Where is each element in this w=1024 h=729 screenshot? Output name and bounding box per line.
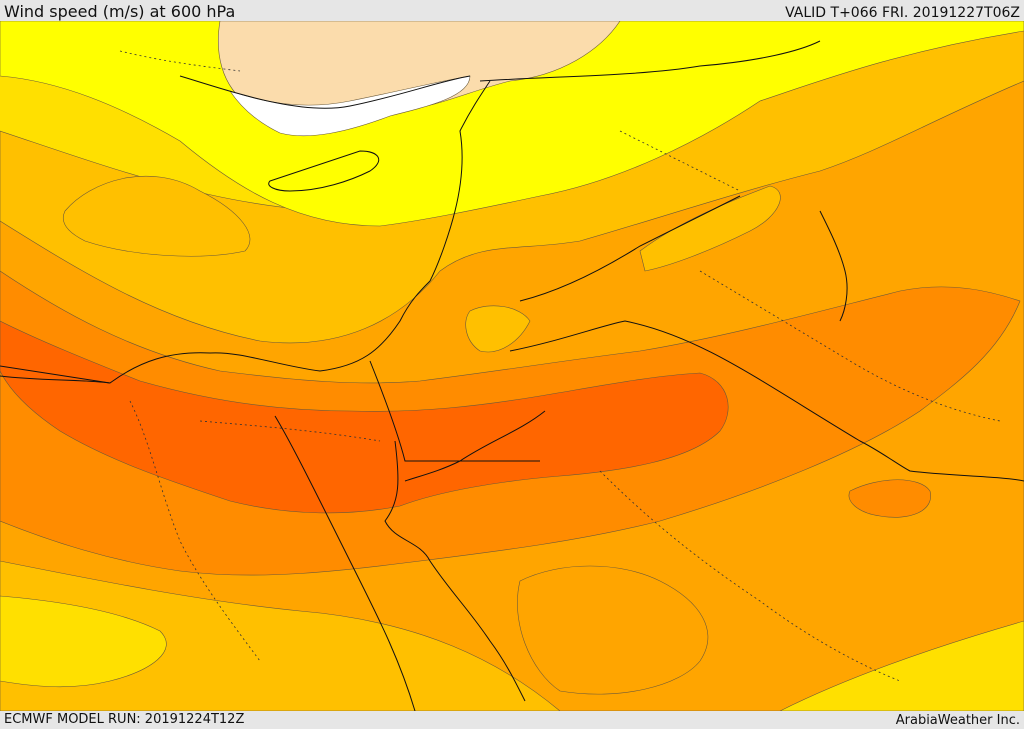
cyprus (268, 150, 380, 192)
field-red-orange (0, 320, 729, 514)
dotted-border-2 (199, 420, 381, 442)
header-bar: Wind speed (m/s) at 600 hPa VALID T+066 … (0, 0, 1024, 21)
credit: ArabiaWeather Inc. (895, 713, 1020, 728)
blob-west (62, 175, 251, 257)
model-run: ECMWF MODEL RUN: 20191224T12Z (4, 712, 245, 727)
blob-east (848, 479, 931, 518)
persian-gulf (819, 210, 848, 322)
footer-bar: ECMWF MODEL RUN: 20191224T12Z ArabiaWeat… (0, 711, 1024, 729)
strip-iraq (639, 185, 781, 272)
wind-speed-map (0, 21, 1024, 711)
border-iraq-syria (519, 195, 741, 302)
valid-time: VALID T+066 FRI. 20191227T06Z (785, 5, 1020, 21)
dotted-border-6 (119, 50, 241, 72)
red-sea-east (384, 440, 526, 702)
map-title: Wind speed (m/s) at 600 hPa (4, 2, 236, 21)
border-saudi-iraq (509, 320, 1024, 482)
border-jordan (404, 410, 546, 482)
coast-levant (429, 80, 491, 282)
coast-black-sea (479, 40, 821, 82)
field-orange-south (517, 565, 709, 695)
field-gold-south (0, 595, 167, 688)
border-egypt-libya (0, 365, 111, 384)
strip-levant (465, 305, 531, 353)
coast-north-africa (0, 280, 431, 384)
coast-anatolia (179, 75, 471, 109)
red-sea-west (274, 415, 416, 711)
dotted-border-3 (599, 470, 901, 682)
border-sinai (369, 360, 540, 462)
field-gold-se (779, 620, 1024, 711)
